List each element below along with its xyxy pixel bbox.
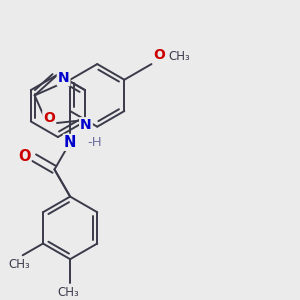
- Text: -H: -H: [87, 136, 102, 149]
- Text: N: N: [80, 118, 92, 132]
- Text: CH₃: CH₃: [169, 50, 190, 63]
- Text: O: O: [153, 48, 165, 62]
- Text: CH₃: CH₃: [57, 286, 79, 298]
- Text: CH₃: CH₃: [8, 258, 30, 271]
- Text: O: O: [18, 149, 30, 164]
- Text: N: N: [64, 135, 76, 150]
- Text: N: N: [58, 71, 69, 85]
- Text: O: O: [43, 111, 55, 125]
